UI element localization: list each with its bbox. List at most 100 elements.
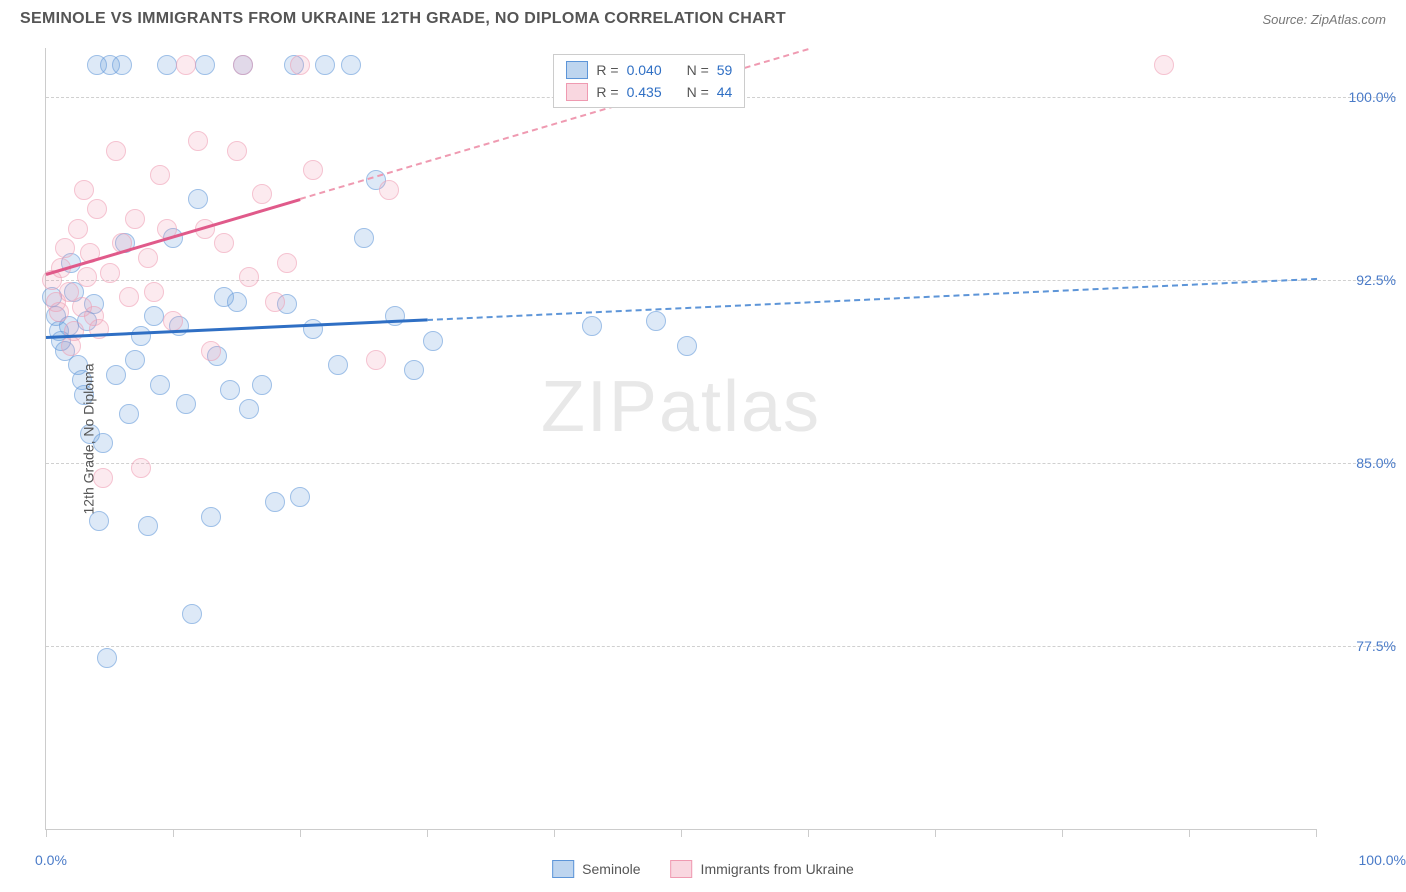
y-tick-label: 92.5% <box>1326 272 1396 288</box>
legend-n-value: 59 <box>717 62 733 78</box>
scatter-point <box>100 263 120 283</box>
scatter-point <box>157 55 177 75</box>
y-axis-label: 12th Grade, No Diploma <box>80 364 96 515</box>
scatter-point <box>227 141 247 161</box>
scatter-point <box>303 160 323 180</box>
legend-n-label: N = <box>687 84 709 100</box>
scatter-point <box>290 55 310 75</box>
legend-n-label: N = <box>687 62 709 78</box>
legend-r-label: R = <box>596 62 618 78</box>
scatter-point <box>677 336 697 356</box>
scatter-point <box>106 365 126 385</box>
gridline-horizontal <box>46 463 1396 464</box>
scatter-point <box>646 311 666 331</box>
scatter-point <box>176 394 196 414</box>
scatter-point <box>252 184 272 204</box>
scatter-point <box>233 55 253 75</box>
trend-line <box>427 278 1317 321</box>
y-tick-label: 85.0% <box>1326 455 1396 471</box>
scatter-point <box>68 219 88 239</box>
scatter-point <box>131 326 151 346</box>
scatter-point <box>77 267 97 287</box>
x-tick <box>935 829 936 837</box>
y-tick-label: 77.5% <box>1326 638 1396 654</box>
scatter-point <box>74 180 94 200</box>
chart-header: SEMINOLE VS IMMIGRANTS FROM UKRAINE 12TH… <box>0 0 1406 36</box>
chart-title: SEMINOLE VS IMMIGRANTS FROM UKRAINE 12TH… <box>20 10 786 28</box>
x-axis-min-label: 0.0% <box>35 852 67 868</box>
y-tick-label: 100.0% <box>1326 89 1396 105</box>
legend-r-value: 0.040 <box>627 62 679 78</box>
scatter-point <box>423 331 443 351</box>
legend-item: Seminole <box>552 860 640 878</box>
scatter-point <box>150 165 170 185</box>
scatter-point <box>106 141 126 161</box>
scatter-point <box>131 458 151 478</box>
x-tick <box>681 829 682 837</box>
scatter-point <box>176 55 196 75</box>
scatter-point <box>144 306 164 326</box>
scatter-point <box>195 55 215 75</box>
legend-swatch <box>552 860 574 878</box>
scatter-point <box>138 516 158 536</box>
scatter-point <box>163 311 183 331</box>
scatter-point <box>315 55 335 75</box>
legend-swatch <box>566 61 588 79</box>
scatter-point <box>385 306 405 326</box>
source-value: ZipAtlas.com <box>1311 12 1386 27</box>
scatter-point <box>341 55 361 75</box>
trend-line <box>46 198 301 276</box>
scatter-point <box>404 360 424 380</box>
x-tick <box>427 829 428 837</box>
scatter-point <box>220 380 240 400</box>
scatter-point <box>239 399 259 419</box>
scatter-point <box>366 350 386 370</box>
legend-swatch <box>671 860 693 878</box>
scatter-point <box>97 648 117 668</box>
source-label: Source: <box>1262 12 1310 27</box>
scatter-point <box>582 316 602 336</box>
scatter-point <box>201 341 221 361</box>
watermark-zip: ZIP <box>541 367 659 447</box>
scatter-point <box>239 267 259 287</box>
legend-r-label: R = <box>596 84 618 100</box>
scatter-point <box>379 180 399 200</box>
legend-n-value: 44 <box>717 84 733 100</box>
scatter-point <box>182 604 202 624</box>
legend-r-value: 0.435 <box>627 84 679 100</box>
scatter-point <box>277 253 297 273</box>
scatter-point <box>64 321 84 341</box>
legend-stats-row: R = 0.040 N = 59 <box>566 59 732 81</box>
scatter-point <box>328 355 348 375</box>
scatter-point <box>265 492 285 512</box>
scatter-point <box>1154 55 1174 75</box>
scatter-point <box>354 228 374 248</box>
x-tick <box>46 829 47 837</box>
legend-stats-row: R = 0.435 N = 44 <box>566 81 732 103</box>
scatter-point <box>87 199 107 219</box>
scatter-point <box>119 287 139 307</box>
scatter-point <box>227 292 247 312</box>
scatter-point <box>125 350 145 370</box>
legend-stats-box: R = 0.040 N = 59 R = 0.435 N = 44 <box>553 54 745 108</box>
gridline-horizontal <box>46 646 1396 647</box>
chart-source: Source: ZipAtlas.com <box>1262 12 1386 27</box>
scatter-point <box>201 507 221 527</box>
scatter-point <box>55 238 75 258</box>
scatter-point <box>265 292 285 312</box>
chart-container: ZIPatlas 77.5%85.0%92.5%100.0% 12th Grad… <box>45 48 1316 830</box>
scatter-point <box>252 375 272 395</box>
legend-swatch <box>566 83 588 101</box>
x-tick <box>554 829 555 837</box>
scatter-point <box>144 282 164 302</box>
scatter-point <box>112 55 132 75</box>
x-tick <box>300 829 301 837</box>
legend-label: Immigrants from Ukraine <box>701 861 854 877</box>
x-tick <box>1316 829 1317 837</box>
x-tick <box>173 829 174 837</box>
x-tick <box>1189 829 1190 837</box>
scatter-point <box>150 375 170 395</box>
scatter-point <box>214 233 234 253</box>
x-axis-max-label: 100.0% <box>1359 852 1406 868</box>
scatter-point <box>138 248 158 268</box>
